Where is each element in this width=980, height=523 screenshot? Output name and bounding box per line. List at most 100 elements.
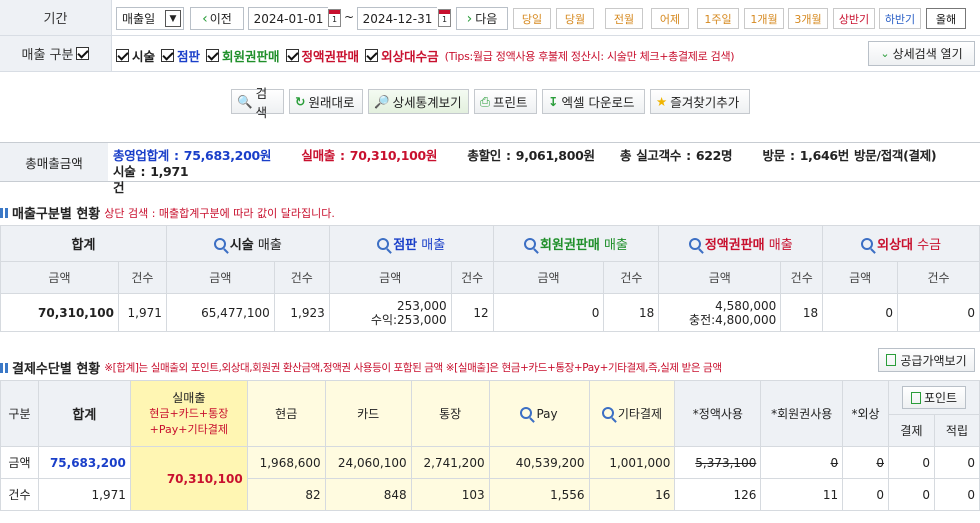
favorite-button[interactable]: ★ 즐겨찾기추가 <box>650 89 750 114</box>
checkbox[interactable] <box>161 49 175 62</box>
sales-type-checkboxes: 시술 점판 회원권판매 정액권판매 외상대수금 (Tips:월급 정액사용 후불… <box>116 46 735 65</box>
group-prepaid-label: 정액권판매 <box>704 238 765 253</box>
card-cell: 24,060,100 <box>324 446 412 479</box>
credit-cell: 0 <box>842 446 889 479</box>
group-membership-label: 회원권판매 <box>540 238 600 253</box>
summary-bar: 총매출금액 총영업합계 : 75,683,200원 실매출 : 70,310,1… <box>0 142 980 195</box>
quick-1month[interactable]: 1개월 <box>744 8 784 29</box>
quick-second-half[interactable]: 하반기 <box>879 8 921 29</box>
treatment-count-cell: 1,923 <box>273 293 330 332</box>
pay-cell: 1,556 <box>488 478 590 511</box>
select-all-checkbox[interactable] <box>76 47 90 60</box>
group-retail: 점판 매출 <box>328 225 494 262</box>
chevron-right-icon: › <box>466 10 473 27</box>
reset-label: 원래대로 <box>308 95 355 110</box>
cash-cell: 1,968,600 <box>246 446 326 479</box>
credit-count-cell: 0 <box>897 293 980 332</box>
sales-section-note: 상단 검색 : 매출합계구분에 따라 값이 달라집니다. <box>104 206 335 220</box>
col-actual: 실매출 현금+카드+통장 +Pay+기타결제 <box>129 380 248 447</box>
type-credit-label: 외상대수금 <box>381 49 439 64</box>
checkbox[interactable] <box>116 49 129 62</box>
group-retail-suffix: 매출 <box>417 238 446 253</box>
subheader-count: 건수 <box>450 261 494 294</box>
point-button[interactable]: 포인트 <box>902 386 966 409</box>
type-prepaid[interactable]: 정액권판매 <box>285 46 359 65</box>
summary-values: 총영업합계 : 75,683,200원 실매출 : 70,310,100원 총할… <box>113 148 975 196</box>
cash-cell: 82 <box>246 478 326 511</box>
retail-profit: 수익:253,000 <box>370 312 447 327</box>
group-credit-suffix: 수금 <box>913 238 942 253</box>
col-etc[interactable]: 기타결제 <box>588 380 676 447</box>
quick-last-month[interactable]: 전월 <box>605 8 643 29</box>
type-membership[interactable]: 회원권판매 <box>206 46 280 65</box>
retail-amount-cell: 253,000 수익:253,000 <box>328 293 452 332</box>
bank-cell: 103 <box>410 478 490 511</box>
supply-price-button[interactable]: 공급가액보기 <box>878 348 975 372</box>
detail-search-button[interactable]: ⌄ 상세검색 열기 <box>868 41 975 66</box>
type-treatment-label: 시술 <box>132 49 156 64</box>
group-credit-label: 외상대 <box>877 238 913 253</box>
search-icon <box>213 238 226 250</box>
period-row: 기간 매출일 ▼ ‹ 이전 2024-01-01 1 ~ 2024-12-31 … <box>0 0 980 36</box>
sales-section-header: 매출구분별 현황 상단 검색 : 매출합계구분에 따라 값이 달라집니다. <box>0 203 335 222</box>
row-label: 금액 <box>0 446 39 479</box>
calendar-icon[interactable]: 1 <box>438 9 451 27</box>
date-type-value: 매출일 <box>122 12 156 26</box>
next-button[interactable]: › 다음 <box>456 7 508 30</box>
end-date-input[interactable]: 2024-12-31 <box>357 7 437 30</box>
chevron-left-icon: ‹ <box>202 10 208 27</box>
retail-amount: 253,000 <box>397 298 447 313</box>
quick-first-half[interactable]: 상반기 <box>833 8 875 29</box>
etc-cell: 1,001,000 <box>588 446 676 479</box>
quick-1week[interactable]: 1주일 <box>697 8 739 29</box>
quick-this-month[interactable]: 당월 <box>556 8 594 29</box>
checkbox[interactable] <box>285 49 299 62</box>
treatment-amount-cell: 65,477,100 <box>165 293 275 332</box>
quick-today[interactable]: 당일 <box>513 8 551 29</box>
col-total: 합계 <box>37 380 131 447</box>
calendar-icon[interactable]: 1 <box>328 9 341 27</box>
subheader-count: 건수 <box>897 261 980 294</box>
reset-button[interactable]: ↻ 원래대로 <box>289 89 363 114</box>
favorite-label: 즐겨찾기추가 <box>670 95 740 110</box>
subheader-count: 건수 <box>273 261 330 294</box>
col-pay[interactable]: Pay <box>488 380 590 447</box>
group-treatment-suffix: 매출 <box>253 238 282 253</box>
print-button[interactable]: ⎙ 프린트 <box>474 89 537 114</box>
sales-type-row: 매출 구분 시술 점판 회원권판매 정액권판매 외상대수금 (Tips:월급 정… <box>0 36 980 72</box>
start-date-value: 2024-01-01 <box>253 11 324 26</box>
type-membership-label: 회원권판매 <box>222 49 280 64</box>
actual-sales: 실매출 : 70,310,100원 <box>301 148 438 163</box>
detail-stats-button[interactable]: 🔎 상세통계보기 <box>368 89 469 114</box>
type-retail[interactable]: 점판 <box>161 46 200 65</box>
sales-type-table: 합계 시술 매출 점판 매출 회원권판매 매출 정액권판매 매출 외상대 수금 … <box>0 225 980 332</box>
quick-3months[interactable]: 3개월 <box>788 8 828 29</box>
search-icon <box>524 238 537 250</box>
prepaid-cell: 126 <box>674 478 762 511</box>
search-button[interactable]: 🔍 검색 <box>231 86 284 120</box>
table-row: 금액 75,683,200 70,310,100 1,968,600 24,06… <box>0 446 980 511</box>
prev-button[interactable]: ‹ 이전 <box>190 7 244 30</box>
etc-cell: 16 <box>588 478 676 511</box>
col-bank: 통장 <box>410 380 490 447</box>
subheader-amount: 금액 <box>165 261 275 294</box>
checkbox[interactable] <box>206 49 220 62</box>
col-cash: 현금 <box>246 380 326 447</box>
subheader-amount: 금액 <box>822 261 899 294</box>
end-date-value: 2024-12-31 <box>362 11 433 26</box>
col-credit: *외상 <box>842 380 889 447</box>
col-card: 카드 <box>324 380 412 447</box>
start-date-input[interactable]: 2024-01-01 <box>248 7 328 30</box>
date-type-select[interactable]: 매출일 ▼ <box>116 7 184 30</box>
col-point-pay: 결제 <box>888 414 935 447</box>
type-credit[interactable]: 외상대수금 <box>365 46 439 65</box>
quick-this-year[interactable]: 올해 <box>926 8 966 29</box>
type-treatment[interactable]: 시술 <box>116 46 155 65</box>
chevron-down-icon: ▼ <box>165 10 181 27</box>
checkbox[interactable] <box>365 49 379 62</box>
subheader-amount: 금액 <box>0 261 119 294</box>
excel-download-button[interactable]: ↧ 엑셀 다운로드 <box>542 89 645 114</box>
total-amount-cell: 70,310,100 <box>0 293 119 332</box>
quick-yesterday[interactable]: 어제 <box>651 8 689 29</box>
prepaid-count-cell: 18 <box>780 293 824 332</box>
